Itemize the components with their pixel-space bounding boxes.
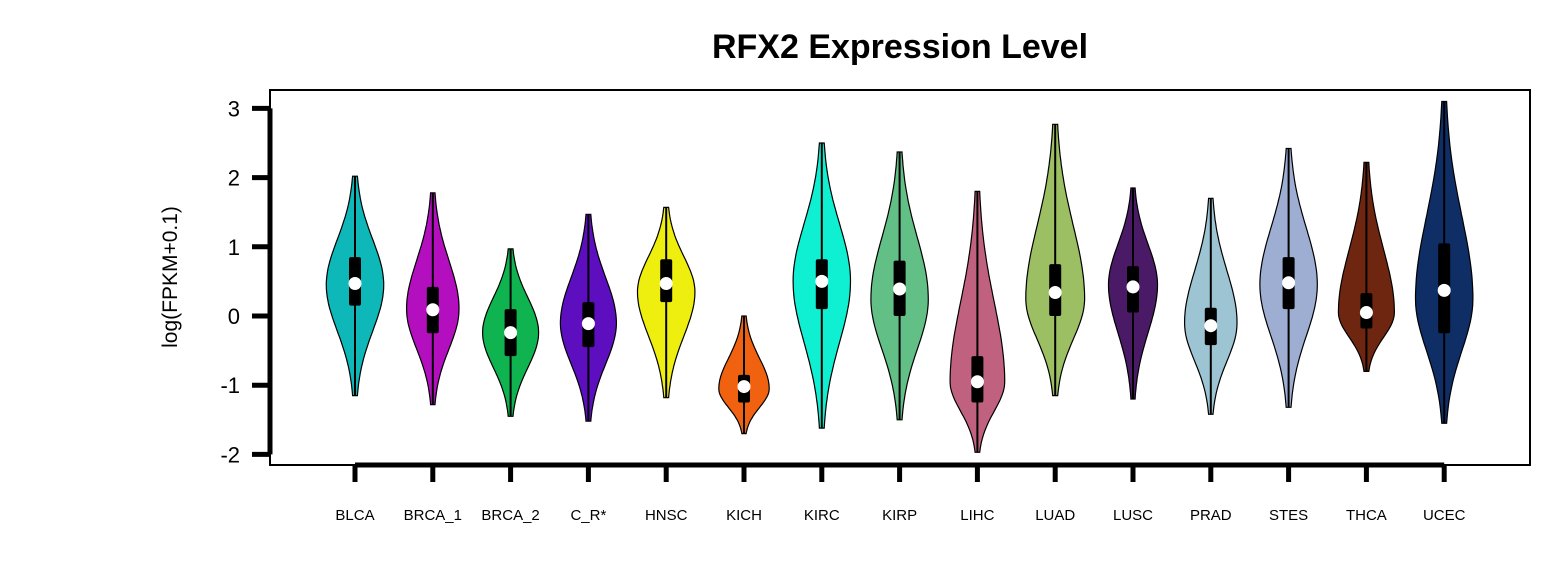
violin-median-point bbox=[1204, 319, 1218, 333]
x-tick-label-brca-2: BRCA_2 bbox=[481, 507, 539, 524]
violin-kirc bbox=[792, 142, 852, 429]
y-tick-label: -2 bbox=[220, 442, 240, 467]
x-tick-label-stes: STES bbox=[1269, 507, 1308, 524]
violin-median-point bbox=[1282, 276, 1296, 290]
x-tick-label-blca: BLCA bbox=[335, 507, 374, 524]
x-tick-label-prad: PRAD bbox=[1190, 507, 1232, 524]
violin-median-point bbox=[348, 276, 362, 290]
violin-median-point bbox=[426, 303, 440, 317]
violin-median-point bbox=[815, 274, 829, 288]
violin-lihc bbox=[949, 190, 1006, 453]
violin-blca bbox=[325, 175, 385, 397]
y-tick-label: 3 bbox=[228, 96, 240, 121]
x-tick-label-hnsc: HNSC bbox=[645, 507, 688, 524]
violin-kich bbox=[718, 315, 770, 435]
violin-median-point bbox=[1048, 285, 1062, 299]
x-tick-label-thca: THCA bbox=[1346, 507, 1387, 524]
violin-median-point bbox=[659, 276, 673, 290]
x-tick-label-c-r-: C_R* bbox=[570, 507, 606, 524]
violin-luad bbox=[1025, 123, 1086, 397]
y-tick-label: -1 bbox=[220, 373, 240, 398]
violin-median-point bbox=[1359, 306, 1373, 320]
violin-median-point bbox=[1437, 283, 1451, 297]
violin-median-point bbox=[737, 380, 751, 394]
x-tick-label-lihc: LIHC bbox=[960, 507, 994, 524]
violin-prad bbox=[1184, 197, 1238, 415]
violin-lusc bbox=[1107, 187, 1159, 400]
violin-median-point bbox=[1126, 280, 1140, 294]
violin-stes bbox=[1259, 147, 1318, 408]
y-axis: -2 -1 0 1 2 3 bbox=[220, 96, 273, 467]
y-tick-label: 0 bbox=[228, 304, 240, 329]
x-tick-label-brca-1: BRCA_1 bbox=[404, 507, 462, 524]
violin-c-r- bbox=[559, 213, 617, 422]
y-tick-label: 1 bbox=[228, 235, 240, 260]
x-tick-label-luad: LUAD bbox=[1035, 507, 1075, 524]
violin-thca bbox=[1337, 161, 1396, 372]
violin-brca-2 bbox=[481, 248, 540, 417]
chart-title: RFX2 Expression Level bbox=[712, 28, 1088, 66]
x-tick-label-ucec: UCEC bbox=[1423, 507, 1466, 524]
x-tick-label-kirp: KIRP bbox=[882, 507, 917, 524]
x-tick-label-kich: KICH bbox=[726, 507, 762, 524]
y-tick-label: 2 bbox=[228, 166, 240, 191]
y-axis-label: log(FPKM+0.1) bbox=[159, 206, 182, 348]
violin-median-point bbox=[893, 282, 907, 296]
x-tick-label-lusc: LUSC bbox=[1113, 507, 1153, 524]
violin-kirp bbox=[870, 151, 929, 421]
violin-median-point bbox=[504, 326, 518, 340]
violin-median-point bbox=[970, 375, 984, 389]
x-tick-label-kirc: KIRC bbox=[804, 507, 840, 524]
violin-brca-1 bbox=[406, 192, 460, 406]
violin-ucec bbox=[1414, 100, 1474, 424]
violin-median-point bbox=[581, 317, 595, 331]
violins bbox=[325, 100, 1474, 453]
violin-hnsc bbox=[636, 206, 696, 399]
x-axis: BLCA BRCA_1 BRCA_2 C_R* HNSC KICH KIRC KIRP LIHC… bbox=[335, 462, 1466, 524]
